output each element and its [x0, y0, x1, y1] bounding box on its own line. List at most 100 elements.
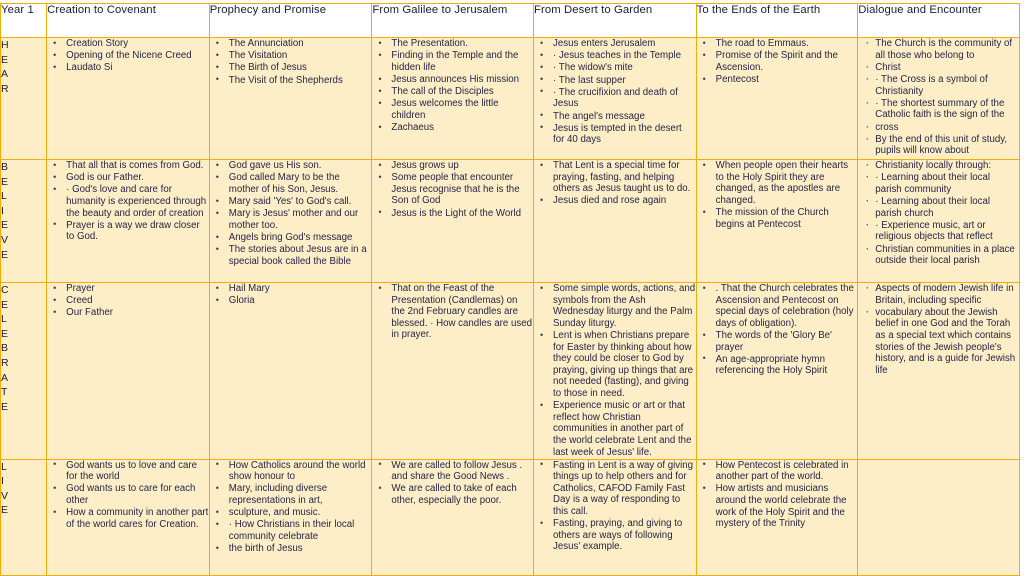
cell-live-unit-2: How Catholics around the world show hono…: [208, 458, 373, 576]
list-item: Mary said 'Yes' to God's call.: [210, 196, 372, 208]
list-item: Jesus is the Light of the World: [372, 207, 533, 220]
list-item: · The Cross is a symbol of Christianity: [858, 73, 1019, 97]
list-item: God is our Father.: [47, 172, 209, 184]
table-body: HEARCreation StoryOpening of the Nicene …: [0, 37, 1020, 576]
list-item: Jesus died and rose again: [534, 195, 696, 207]
list-item: · Jesus teaches in the Temple: [534, 50, 696, 62]
list-item: Fasting in Lent is a way of giving thing…: [534, 459, 696, 518]
cell-hear-unit-2: The Annunciation The VisitationThe Birth…: [208, 37, 373, 160]
cell-celebrate-unit-2: Hail MaryGloria: [208, 282, 373, 460]
list-item: Experience music or art or that reflect …: [534, 400, 696, 458]
cell-believe-unit-2: God gave us His son.God called Mary to b…: [208, 159, 373, 283]
list-item: How Pentecost is celebrated in another p…: [697, 459, 858, 483]
list-item: The Visitation: [210, 50, 372, 62]
list-item: · The last supper: [534, 74, 696, 87]
list-item: . That the Church celebrates the Ascensi…: [697, 283, 858, 329]
column-header-unit-3: From Galilee to Jerusalem: [371, 3, 535, 38]
list-item: Jesus enters Jerusalem: [534, 38, 696, 50]
cell-hear-unit-3: The Presentation.Finding in the Temple a…: [371, 37, 535, 160]
strand-letter: R: [1, 82, 9, 95]
bullet-list: How Pentecost is celebrated in another p…: [697, 459, 858, 530]
list-item: God called Mary to be the mother of his …: [210, 172, 372, 195]
list-item: The call of the Disciples: [372, 86, 533, 98]
list-item: We are called to follow Jesus . and shar…: [372, 459, 533, 483]
list-item: cross: [858, 121, 1019, 134]
list-item: By the end of this unit of study, pupils…: [858, 133, 1019, 157]
strand-letter: E: [1, 298, 9, 311]
cell-live-unit-4: Fasting in Lent is a way of giving thing…: [533, 458, 697, 576]
bullet-list: . That the Church celebrates the Ascensi…: [697, 283, 858, 377]
bullet-list: Fasting in Lent is a way of giving thing…: [534, 459, 696, 553]
list-item: An age-appropriate hymn referencing the …: [697, 353, 858, 377]
list-item: Hail Mary: [210, 283, 372, 295]
cell-celebrate-unit-4: Some simple words, actions, and symbols …: [533, 282, 697, 460]
list-item: Laudato Si: [47, 62, 209, 74]
table-header: Year 1 Creation to Covenant Prophecy and…: [0, 3, 1020, 38]
bullet-list: Hail MaryGloria: [210, 283, 372, 307]
cell-believe-unit-4: That Lent is a special time for praying,…: [533, 159, 697, 283]
bullet-list: The Church is the community of all those…: [858, 37, 1019, 157]
list-item: The Church is the community of all those…: [858, 37, 1019, 61]
strand-letter: I: [1, 475, 5, 488]
list-item: The words of the 'Glory Be' prayer: [697, 330, 858, 353]
list-item: · Experience music, art or religious obj…: [858, 219, 1019, 243]
list-item: How a community in another part of the w…: [47, 507, 209, 530]
list-item: That all that is comes from God.: [47, 160, 209, 172]
strand-letter: B: [1, 342, 9, 355]
strand-letter: V: [1, 233, 9, 246]
bullet-list: We are called to follow Jesus . and shar…: [372, 459, 533, 507]
strand-letter: L: [1, 313, 8, 326]
strand-letter: E: [1, 248, 9, 261]
cell-hear-unit-1: Creation StoryOpening of the Nicene Cree…: [46, 37, 210, 160]
list-item: God wants us to love and care for the wo…: [47, 459, 209, 483]
list-item: · The widow's mite: [534, 62, 696, 74]
list-item: · Learning about their local parish chur…: [858, 195, 1019, 219]
bullet-list: That all that is comes from God. God is …: [47, 160, 209, 243]
bullet-list: The Presentation.Finding in the Temple a…: [372, 38, 533, 134]
list-item: God gave us His son.: [210, 160, 372, 172]
list-item: The angel's message: [534, 110, 696, 123]
cell-believe-unit-6: Christianity locally through: · Learning …: [857, 159, 1020, 283]
cell-believe-unit-1: That all that is comes from God. God is …: [46, 159, 210, 283]
strand-letter: V: [1, 489, 9, 502]
list-item: Some simple words, actions, and symbols …: [534, 283, 696, 329]
list-item: That on the Feast of the Presentation (C…: [372, 283, 533, 341]
strand-letter: E: [1, 327, 9, 340]
list-item: Finding in the Temple and the hidden lif…: [372, 50, 533, 73]
bullet-list: That Lent is a special time for praying,…: [534, 160, 696, 207]
list-item: Zachaeus: [372, 122, 533, 134]
strand-letter: L: [1, 190, 8, 203]
list-item: Our Father: [47, 307, 209, 319]
cell-celebrate-unit-1: PrayerCreedOur Father: [46, 282, 210, 460]
cell-live-unit-1: God wants us to love and care for the wo…: [46, 458, 210, 576]
list-item: · How Christians in their local communit…: [210, 519, 372, 542]
bullet-list: How Catholics around the world show hono…: [210, 459, 372, 555]
column-header-unit-4: From Desert to Garden: [533, 3, 697, 38]
strand-letter: R: [1, 356, 9, 369]
bullet-list: PrayerCreedOur Father: [47, 283, 209, 319]
list-item: · God's love and care for humanity is ex…: [47, 184, 209, 219]
list-item: · The crucifixion and death of Jesus: [534, 86, 696, 110]
bullet-list: Christianity locally through: · Learning …: [858, 159, 1019, 267]
list-item: Fasting, praying, and giving to others a…: [534, 518, 696, 553]
list-item: Gloria: [210, 295, 372, 307]
list-item: sculpture, and music.: [210, 507, 372, 519]
list-item: The Annunciation: [210, 38, 372, 50]
list-item: Pentecost: [697, 74, 858, 86]
cell-live-unit-6: [857, 458, 1020, 576]
list-item: Christian communities in a place outside…: [858, 243, 1019, 267]
list-item: vocabulary about the Jewish belief in on…: [858, 306, 1019, 377]
list-item: Christianity locally through:: [858, 159, 1019, 172]
strand-letter: T: [1, 386, 8, 399]
list-item: Mary is Jesus' mother and our mother too…: [210, 208, 372, 231]
cell-hear-unit-4: Jesus enters Jerusalem· Jesus teaches in…: [533, 37, 697, 160]
list-item: The Birth of Jesus: [210, 62, 372, 74]
cell-celebrate-unit-3: That on the Feast of the Presentation (C…: [371, 282, 535, 460]
strand-letter: H: [1, 39, 9, 51]
list-item: · The shortest summary of the Catholic f…: [858, 97, 1019, 121]
list-item: Some people that encounter Jesus recogni…: [372, 172, 533, 207]
